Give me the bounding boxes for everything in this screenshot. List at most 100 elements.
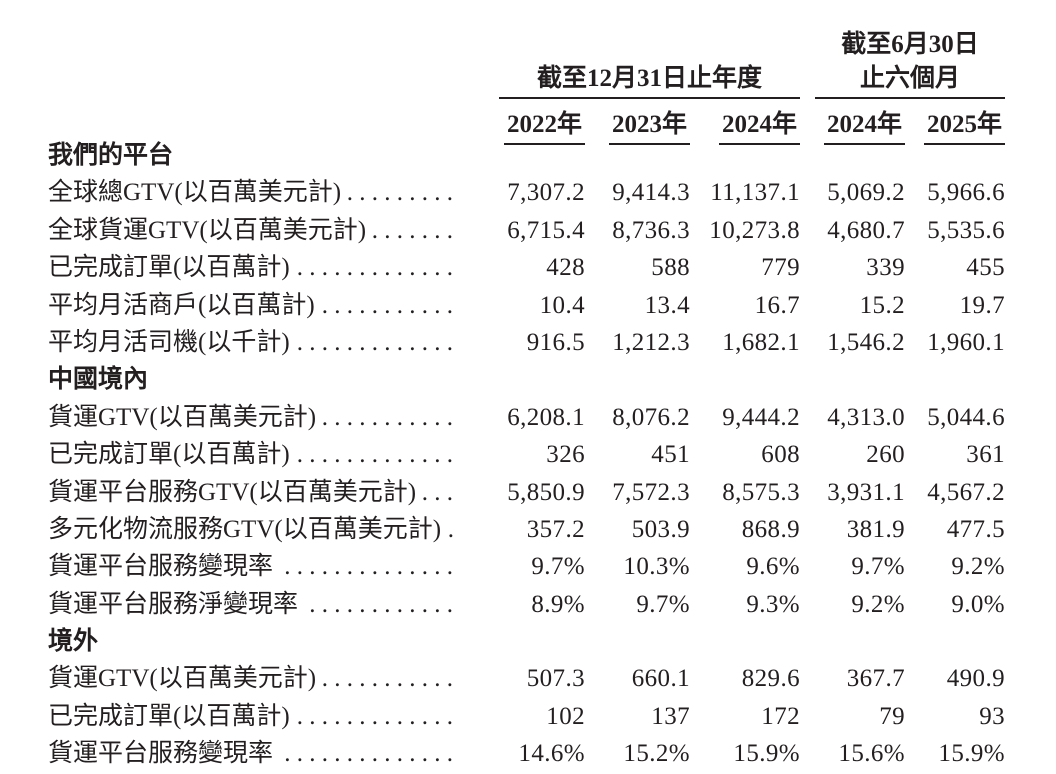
metric-value-cell: 19.7 bbox=[959, 291, 1005, 319]
table-row: 平均月活司機(以千計) 916.5 1,212.3 1,682.1 1,546.2 1,9… bbox=[48, 324, 1005, 361]
metric-label-cell: 貨運GTV(以百萬美元計) bbox=[48, 399, 465, 436]
section-title-cell: 中國境內 bbox=[48, 361, 465, 398]
year-column-2024: 2024年 bbox=[690, 104, 800, 145]
metric-value-cell: 7,307.2 bbox=[507, 179, 585, 207]
metric-value-cell: 916.5 bbox=[526, 328, 585, 356]
metric-label-cell: 貨運平台服務變現率 bbox=[48, 735, 465, 772]
metric-value-cell: 11,137.1 bbox=[710, 179, 800, 207]
metric-value-cell: 15.9% bbox=[938, 740, 1005, 768]
metric-value-cell: 6,715.4 bbox=[507, 216, 585, 244]
dot-leader bbox=[423, 474, 453, 511]
metric-value-cell: 13.4 bbox=[644, 291, 690, 319]
table-row: 全球總GTV(以百萬美元計) 7,307.2 9,414.3 11,137.1 5,06… bbox=[48, 174, 1005, 211]
year-column-2025-interim: 2025年 bbox=[905, 104, 1005, 145]
metric-value-cell: 5,535.6 bbox=[927, 216, 1005, 244]
metric-value-cell: 477.5 bbox=[946, 515, 1005, 543]
table-row: 已完成訂單(以百萬計) 326 451 608 260 361 bbox=[48, 436, 1005, 473]
metric-value-cell: 1,960.1 bbox=[927, 328, 1005, 356]
metric-label: 貨運平台服務變現率 bbox=[48, 740, 274, 768]
dot-leader bbox=[373, 212, 453, 249]
metric-value-cell: 9,414.3 bbox=[612, 179, 690, 207]
table-row: 貨運平台服務變現率 14.6% 15.2% 15.9% 15.6% 15.9% bbox=[48, 735, 1005, 772]
metric-value-cell: 9.7% bbox=[851, 553, 905, 581]
metric-value-cell: 8,736.3 bbox=[612, 216, 690, 244]
metric-value-cell: 1,682.1 bbox=[722, 328, 800, 356]
metric-value-cell: 868.9 bbox=[741, 515, 800, 543]
metric-value-cell: 79 bbox=[879, 702, 905, 730]
metric-value-cell: 503.9 bbox=[631, 515, 690, 543]
header-row-years: 2022年 2023年 2024年 2024年 2025年 bbox=[48, 104, 1005, 145]
metric-value-cell: 9.6% bbox=[746, 553, 800, 581]
metric-value-cell: 339 bbox=[866, 254, 905, 282]
section-title: 我們的平台 bbox=[48, 142, 174, 169]
metric-label: 平均月活司機(以千計) bbox=[48, 328, 290, 356]
metric-label: 全球貨運GTV(以百萬美元計) bbox=[48, 216, 367, 244]
section-title: 境外 bbox=[48, 628, 99, 656]
metric-label-cell: 已完成訂單(以百萬計) bbox=[48, 436, 465, 473]
metric-value-cell: 93 bbox=[979, 702, 1005, 730]
dot-leader bbox=[348, 174, 453, 211]
metric-label-cell: 已完成訂單(以百萬計) bbox=[48, 249, 465, 286]
metric-value-cell: 361 bbox=[966, 441, 1005, 469]
metric-value-cell: 137 bbox=[651, 702, 690, 730]
metric-value-cell: 5,850.9 bbox=[507, 478, 585, 506]
table-row: 已完成訂單(以百萬計) 102 137 172 79 93 bbox=[48, 698, 1005, 735]
section-title: 中國境內 bbox=[48, 366, 149, 394]
metric-value-cell: 367.7 bbox=[846, 665, 905, 693]
metric-value-cell: 357.2 bbox=[526, 515, 585, 543]
dot-leader bbox=[280, 548, 453, 585]
metric-value-cell: 260 bbox=[866, 441, 905, 469]
metric-value-cell: 4,680.7 bbox=[827, 216, 905, 244]
metric-value-cell: 1,212.3 bbox=[612, 328, 690, 356]
metric-value-cell: 455 bbox=[966, 254, 1005, 282]
metric-value-cell: 7,572.3 bbox=[612, 478, 690, 506]
metric-value-cell: 8.9% bbox=[531, 590, 585, 618]
metric-label-cell: 全球總GTV(以百萬美元計) bbox=[48, 174, 465, 211]
metric-label: 貨運GTV(以百萬美元計) bbox=[48, 665, 317, 693]
metric-value-cell: 5,966.6 bbox=[927, 179, 1005, 207]
header-row-interim-line1: 截至6月30日 bbox=[48, 24, 1005, 58]
metric-label: 多元化物流服務GTV(以百萬美元計) bbox=[48, 515, 442, 543]
table-row: 貨運平台服務變現率 9.7% 10.3% 9.6% 9.7% 9.2% bbox=[48, 548, 1005, 585]
metric-value-cell: 15.2% bbox=[623, 740, 690, 768]
table-row: 貨運平台服務GTV(以百萬美元計) 5,850.9 7,572.3 8,575.3 3,… bbox=[48, 474, 1005, 511]
table-row: 平均月活商戶(以百萬計) 10.4 13.4 16.7 15.2 19.7 bbox=[48, 287, 1005, 324]
metric-value-cell: 15.6% bbox=[838, 740, 905, 768]
metric-value-cell: 9,444.2 bbox=[722, 403, 800, 431]
dot-leader bbox=[297, 698, 453, 735]
table-row: 全球貨運GTV(以百萬美元計) 6,715.4 8,736.3 10,273.8 4,6… bbox=[48, 212, 1005, 249]
metric-value-cell: 6,208.1 bbox=[507, 403, 585, 431]
metric-value-cell: 428 bbox=[546, 254, 585, 282]
metric-label: 全球總GTV(以百萬美元計) bbox=[48, 179, 342, 207]
dot-leader bbox=[323, 399, 453, 436]
dot-leader bbox=[323, 660, 453, 697]
year-label: 2024年 bbox=[823, 104, 905, 145]
section-title-cell: 我們的平台 bbox=[48, 137, 465, 174]
metric-value-cell: 608 bbox=[761, 441, 800, 469]
section-header-row: 中國境內 bbox=[48, 361, 1005, 398]
metric-value-cell: 15.2 bbox=[859, 291, 905, 319]
dot-leader bbox=[448, 511, 454, 548]
metric-value-cell: 8,076.2 bbox=[612, 403, 690, 431]
metric-value-cell: 5,069.2 bbox=[827, 179, 905, 207]
metric-value-cell: 10,273.8 bbox=[709, 216, 800, 244]
metric-value-cell: 9.7% bbox=[636, 590, 690, 618]
metric-label-cell: 平均月活商戶(以百萬計) bbox=[48, 287, 465, 324]
year-label: 2024年 bbox=[718, 104, 800, 145]
year-label: 2025年 bbox=[923, 104, 1005, 145]
table-row: 多元化物流服務GTV(以百萬美元計) 357.2 503.9 868.9 381.9 47… bbox=[48, 511, 1005, 548]
year-label: 2022年 bbox=[503, 104, 585, 145]
metric-value-cell: 660.1 bbox=[631, 665, 690, 693]
year-column-2022: 2022年 bbox=[465, 104, 585, 145]
metric-value-cell: 9.7% bbox=[531, 553, 585, 581]
metric-label-cell: 貨運平台服務變現率 bbox=[48, 548, 465, 585]
metric-value-cell: 9.2% bbox=[851, 590, 905, 618]
table-row: 已完成訂單(以百萬計) 428 588 779 339 455 bbox=[48, 249, 1005, 286]
header-spacer bbox=[48, 58, 465, 99]
metric-value-cell: 8,575.3 bbox=[722, 478, 800, 506]
metric-label: 已完成訂單(以百萬計) bbox=[48, 254, 290, 282]
metric-value-cell: 9.0% bbox=[951, 590, 1005, 618]
metric-value-cell: 15.9% bbox=[733, 740, 800, 768]
section-header-row: 我們的平台 bbox=[48, 137, 1005, 174]
